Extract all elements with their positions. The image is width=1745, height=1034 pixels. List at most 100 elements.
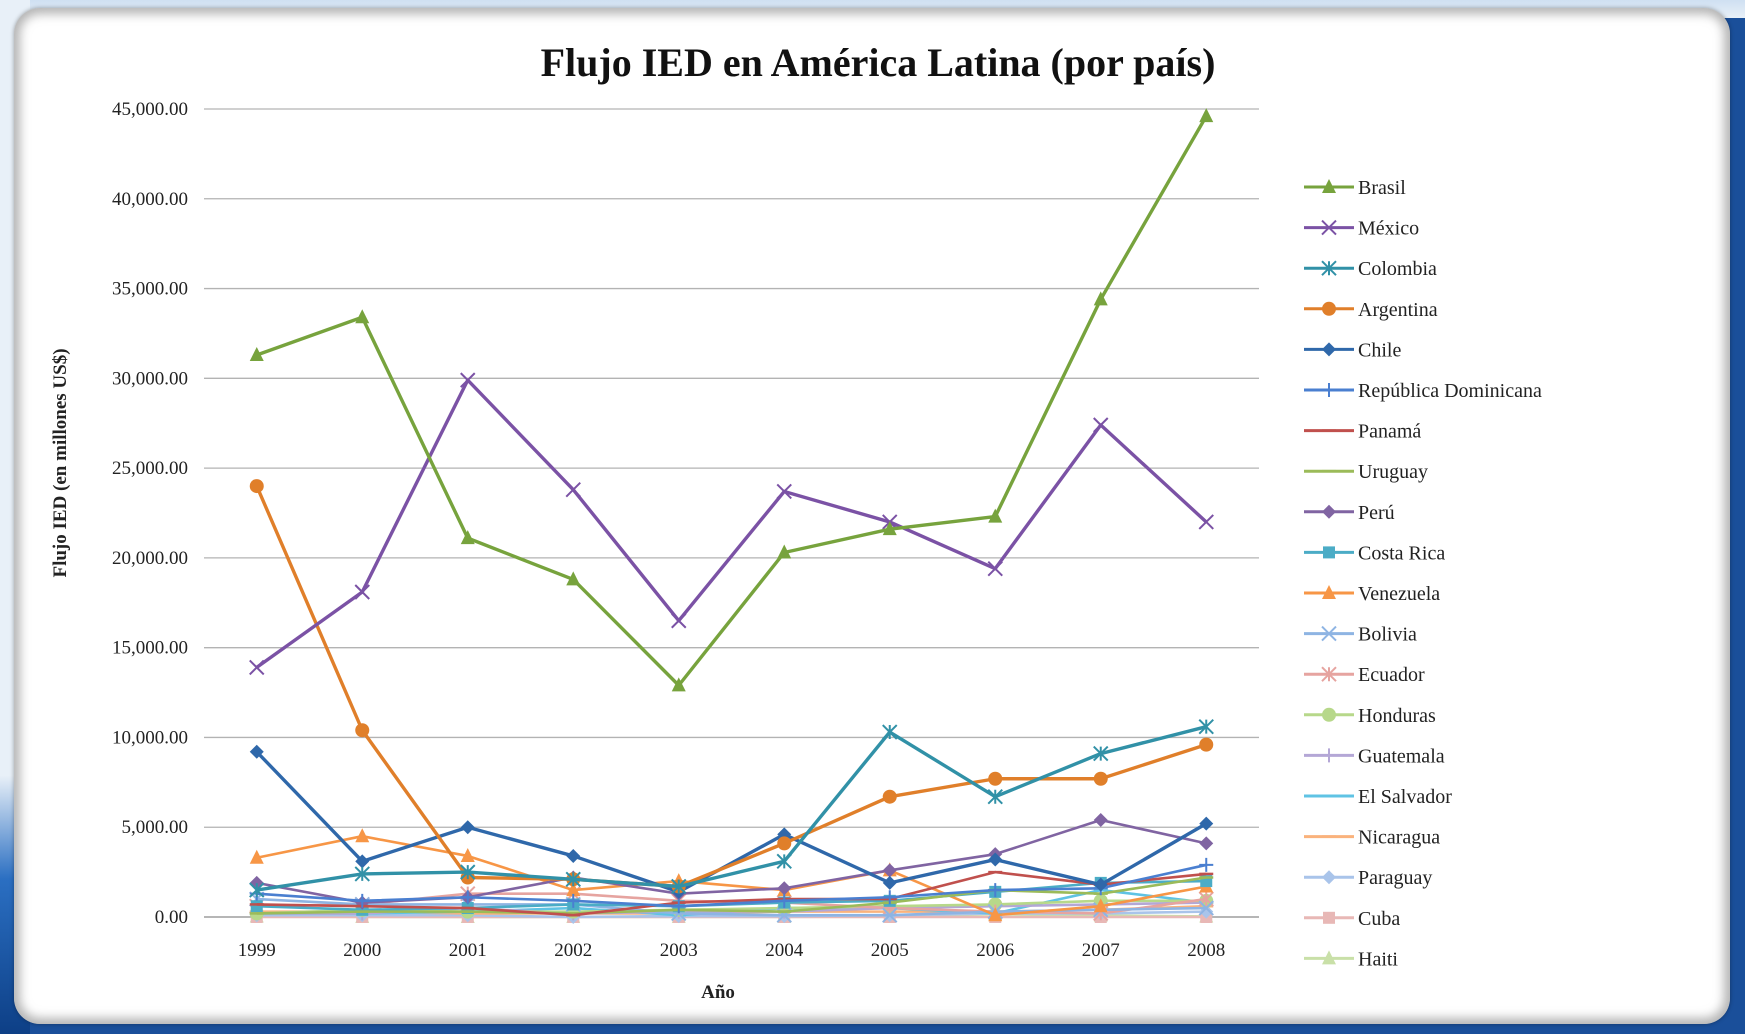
y-tick-label: 30,000.00 — [112, 368, 188, 389]
y-tick-label: 45,000.00 — [112, 99, 188, 120]
legend-item: Brasil — [1304, 177, 1406, 199]
x-tick-label: 2006 — [976, 940, 1014, 961]
data-point — [1322, 707, 1336, 722]
data-point — [249, 849, 264, 864]
x-axis-ticks: 1999 2000 2001 2002 2003 2004 2005 2006 2007 2008 — [238, 940, 1226, 961]
data-point — [565, 481, 581, 498]
data-point — [460, 847, 475, 862]
legend-label: Argentina — [1358, 299, 1438, 321]
data-point — [1322, 748, 1336, 763]
x-axis-label: Año — [701, 982, 735, 1003]
data-point — [1093, 745, 1109, 762]
legend-item: México — [1304, 218, 1419, 240]
legend-label: República Dominicana — [1358, 380, 1542, 402]
series-line — [256, 870, 1207, 917]
data-point — [988, 771, 1003, 786]
legend-label: Perú — [1358, 502, 1395, 524]
x-tick-label: 2005 — [871, 940, 909, 961]
data-point — [988, 508, 1003, 523]
legend-label: Ecuador — [1358, 664, 1425, 686]
data-point — [1321, 666, 1337, 682]
y-tick-label: 15,000.00 — [112, 638, 188, 659]
data-point — [1322, 504, 1336, 519]
data-point — [1093, 771, 1108, 786]
y-tick-label: 5,000.00 — [122, 817, 189, 838]
data-point — [460, 890, 475, 905]
series-colombia — [249, 718, 1214, 898]
data-point — [1199, 737, 1214, 752]
data-point — [1199, 816, 1214, 831]
data-point — [249, 659, 265, 676]
data-point — [1323, 546, 1335, 559]
data-point — [671, 677, 686, 692]
data-point — [565, 871, 581, 888]
data-point — [1199, 857, 1214, 872]
data-point — [882, 863, 897, 878]
data-point — [1198, 514, 1214, 530]
data-point — [1322, 585, 1336, 599]
data-point — [1321, 260, 1337, 276]
legend-label: Guatemala — [1358, 745, 1445, 767]
legend-label: México — [1358, 218, 1419, 240]
y-tick-label: 10,000.00 — [112, 727, 188, 748]
data-point — [671, 878, 687, 895]
legend: Brasil México Colombia Argentina Chile Repúbl… — [1304, 177, 1542, 970]
legend-label: Venezuela — [1358, 583, 1440, 605]
data-point — [671, 613, 687, 629]
legend-label: Paraguay — [1358, 867, 1432, 889]
gridlines — [204, 108, 1259, 918]
x-tick-label: 1999 — [238, 940, 276, 961]
y-tick-label: 40,000.00 — [112, 189, 188, 210]
legend-label: Honduras — [1358, 705, 1436, 727]
legend-label: Costa Rica — [1358, 542, 1445, 564]
data-point — [1093, 291, 1108, 306]
data-point — [1322, 301, 1336, 316]
legend-item: Haiti — [1304, 948, 1398, 970]
series-venezuela — [249, 828, 1214, 922]
legend-label: Panamá — [1358, 421, 1421, 443]
x-tick-label: 2000 — [343, 940, 381, 961]
y-tick-label: 25,000.00 — [112, 458, 188, 479]
legend-label: Brasil — [1358, 177, 1406, 199]
data-point — [355, 893, 370, 908]
chart-frame: Flujo IED en América Latina (por país) 0… — [14, 8, 1730, 1024]
legend-label: Chile — [1358, 339, 1401, 361]
legend-label: Nicaragua — [1358, 827, 1440, 849]
data-point — [249, 744, 264, 759]
series-line — [255, 378, 1208, 669]
data-point — [988, 883, 1003, 898]
legend-item: Argentina — [1304, 299, 1438, 321]
data-point — [882, 521, 897, 536]
legend-label: Colombia — [1358, 258, 1437, 280]
data-point — [460, 864, 476, 880]
series-rep-blica-dominicana — [249, 857, 1214, 914]
data-point — [460, 530, 475, 545]
data-point — [1321, 625, 1337, 642]
data-point — [355, 828, 370, 843]
series-line — [255, 485, 1207, 889]
chart-title: Flujo IED en América Latina (por país) — [541, 40, 1216, 85]
data-point — [249, 882, 265, 898]
data-point — [355, 309, 370, 324]
legend-label: Cuba — [1358, 908, 1400, 930]
data-point — [566, 848, 581, 863]
legend-item: Bolivia — [1304, 624, 1417, 646]
data-point — [776, 483, 792, 500]
series-line — [256, 876, 1207, 915]
data-point — [671, 899, 686, 914]
data-point — [566, 571, 581, 586]
data-point — [250, 900, 263, 913]
y-axis-ticks: 0.00 5,000.00 10,000.00 15,000.00 20,000.00 2… — [112, 99, 188, 928]
data-point — [882, 907, 898, 923]
x-tick-label: 2008 — [1187, 940, 1225, 961]
series-line — [255, 750, 1208, 894]
y-tick-label: 0.00 — [155, 907, 188, 928]
legend-item: Colombia — [1304, 258, 1437, 280]
legend-item: Panamá — [1304, 421, 1421, 443]
series-line — [256, 834, 1207, 917]
data-point — [566, 893, 581, 908]
data-point — [987, 788, 1003, 805]
data-point — [566, 882, 581, 897]
legend-item: Honduras — [1304, 705, 1436, 727]
chart-svg: Flujo IED en América Latina (por país) 0… — [50, 40, 1542, 1003]
